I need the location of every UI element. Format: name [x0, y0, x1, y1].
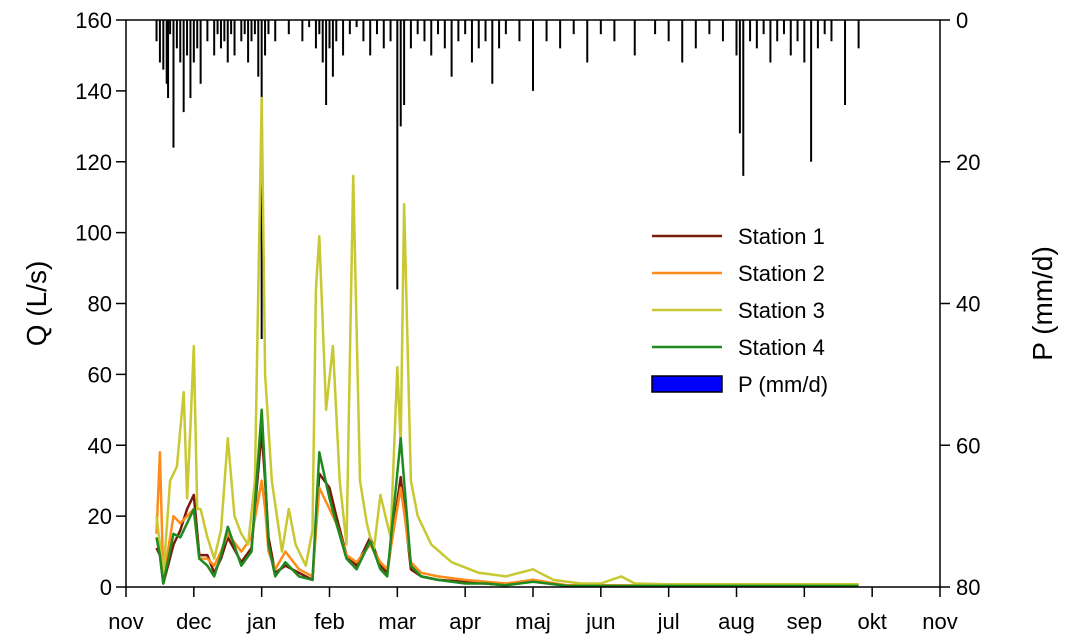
y2-tick-label: 60 [956, 433, 980, 458]
x-axis: nov dec jan feb mar apr maj jun jul aug sep okt nov [108, 587, 958, 634]
series-line-station-1 [155, 429, 859, 588]
y2-tick-label: 40 [956, 292, 980, 317]
legend-label: Station 3 [738, 298, 825, 323]
x-tick-label: aug [718, 609, 755, 634]
y-tick-label: 100 [75, 221, 112, 246]
y2-tick-label: 0 [956, 8, 968, 33]
y-tick-label: 80 [88, 292, 112, 317]
y-tick-label: 60 [88, 362, 112, 387]
legend-swatch-precip [651, 375, 723, 393]
y-tick-label: 140 [75, 79, 112, 104]
y-tick-label: 20 [88, 504, 112, 529]
legend-label: P (mm/d) [738, 372, 828, 397]
x-tick-label: nov [922, 609, 957, 634]
x-tick-label: feb [314, 609, 345, 634]
y-axis-right: 0 20 40 60 80 [940, 8, 980, 600]
y-axis-left: 0 20 40 60 80 100 120 140 160 [75, 8, 126, 600]
discharge-lines [155, 96, 859, 588]
x-tick-label: sep [787, 609, 822, 634]
y-tick-label: 0 [100, 575, 112, 600]
x-tick-label: mar [378, 609, 416, 634]
x-tick-label: jan [246, 609, 276, 634]
legend-item: Station 4 [652, 335, 825, 360]
legend-label: Station 1 [738, 224, 825, 249]
y-tick-label: 120 [75, 150, 112, 175]
y2-tick-label: 80 [956, 575, 980, 600]
x-tick-label: okt [857, 609, 886, 634]
x-tick-label: nov [108, 609, 143, 634]
legend-item: Station 2 [652, 261, 825, 286]
legend-label: Station 4 [738, 335, 825, 360]
x-tick-label: dec [176, 609, 211, 634]
y2-axis-title: P (mm/d) [1027, 246, 1058, 361]
x-tick-label: jul [657, 609, 680, 634]
legend-item: Station 1 [652, 224, 825, 249]
y-tick-label: 40 [88, 433, 112, 458]
series-line-station-3 [155, 96, 859, 586]
series-line-station-4 [155, 408, 859, 588]
legend-item: P (mm/d) [651, 372, 828, 397]
x-tick-label: apr [449, 609, 481, 634]
legend-label: Station 2 [738, 261, 825, 286]
x-tick-label: jun [585, 609, 615, 634]
series-line-station-2 [155, 451, 859, 587]
y-tick-label: 160 [75, 8, 112, 33]
x-tick-label: maj [515, 609, 550, 634]
y-axis-title: Q (L/s) [21, 261, 52, 347]
y2-tick-label: 20 [956, 150, 980, 175]
legend-item: Station 3 [652, 298, 825, 323]
legend: Station 1 Station 2 Station 3 Station 4 P (m… [651, 224, 828, 397]
